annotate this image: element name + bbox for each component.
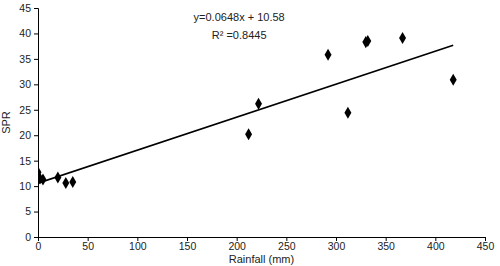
- x-tick: 300: [328, 237, 346, 252]
- x-tick-label: 150: [179, 240, 197, 252]
- y-tick-mark: [34, 8, 38, 9]
- y-tick: 25: [19, 104, 38, 116]
- x-tick-label: 450: [477, 240, 495, 252]
- x-tick: 100: [129, 237, 147, 252]
- trend-line: [38, 45, 453, 183]
- point: [344, 107, 351, 119]
- y-tick-label: 0: [25, 231, 31, 243]
- y-axis: 0 5 10 15 20 25 30 35 40 45: [19, 2, 38, 243]
- point: [39, 173, 46, 185]
- marks: [38, 32, 457, 189]
- y-tick-mark: [34, 135, 38, 136]
- x-tick-label: 200: [228, 240, 246, 252]
- x-tick: 250: [278, 237, 296, 252]
- y-tick-label: 5: [25, 205, 31, 217]
- y-tick: 45: [19, 2, 38, 14]
- y-tick: 0: [25, 231, 38, 243]
- x-axis-line: [39, 238, 486, 242]
- y-tick-mark: [34, 84, 38, 85]
- y-tick-label: 45: [19, 2, 31, 14]
- x-tick: 400: [427, 237, 445, 252]
- y-axis-line: [34, 9, 39, 238]
- y-tick-label: 40: [19, 27, 31, 39]
- y-tick: 20: [19, 129, 38, 141]
- y-tick: 15: [19, 155, 38, 167]
- y-tick: 30: [19, 78, 38, 90]
- y-tick-label: 35: [19, 53, 31, 65]
- y-tick-label: 20: [19, 129, 31, 141]
- chart: 0 50 100 150 200 250 300 350 400 450 0 5 10 15 20 25 30 3…: [0, 0, 500, 266]
- point: [364, 35, 371, 47]
- x-tick-label: 250: [278, 240, 296, 252]
- y-axis-title: SPR: [0, 111, 12, 134]
- annotation: y=0.0648x + 10.58: [194, 11, 285, 23]
- x-tick-label: 100: [129, 240, 147, 252]
- point: [450, 74, 457, 86]
- point: [69, 176, 76, 188]
- x-tick-label: 400: [427, 240, 445, 252]
- y-tick-label: 10: [19, 180, 31, 192]
- x-tick-label: 350: [377, 240, 395, 252]
- plot: 0 50 100 150 200 250 300 350 400 450 0 5 10 15 20 25 30 3…: [19, 2, 494, 252]
- y-tick-mark: [34, 237, 38, 238]
- y-tick: 5: [25, 205, 38, 217]
- y-tick: 35: [19, 53, 38, 65]
- x-tick: 0: [36, 237, 42, 252]
- x-tick: 150: [179, 237, 197, 252]
- y-tick-mark: [34, 212, 38, 213]
- y-tick: 10: [19, 180, 38, 192]
- y-tick-label: 25: [19, 104, 31, 116]
- y-tick-mark: [34, 110, 38, 111]
- y-tick: 40: [19, 27, 38, 39]
- point: [245, 128, 252, 140]
- point: [62, 177, 69, 189]
- x-tick: 50: [82, 237, 94, 252]
- x-axis: 0 50 100 150 200 250 300 350 400 450: [36, 237, 495, 252]
- point: [255, 98, 262, 110]
- x-tick-label: 0: [36, 240, 42, 252]
- y-tick-label: 15: [19, 155, 31, 167]
- y-tick-mark: [34, 33, 38, 34]
- y-tick-mark: [34, 161, 38, 162]
- x-tick: 450: [477, 237, 495, 252]
- x-axis-title: Rainfall (mm): [229, 253, 294, 265]
- x-tick-label: 300: [328, 240, 346, 252]
- point: [399, 32, 406, 44]
- y-tick-mark: [34, 186, 38, 187]
- point: [325, 49, 332, 61]
- y-tick-label: 30: [19, 78, 31, 90]
- x-tick-label: 50: [82, 240, 94, 252]
- y-tick-mark: [34, 59, 38, 60]
- x-tick: 200: [228, 237, 246, 252]
- annotation: R² =0.8445: [212, 29, 267, 41]
- x-tick: 350: [377, 237, 395, 252]
